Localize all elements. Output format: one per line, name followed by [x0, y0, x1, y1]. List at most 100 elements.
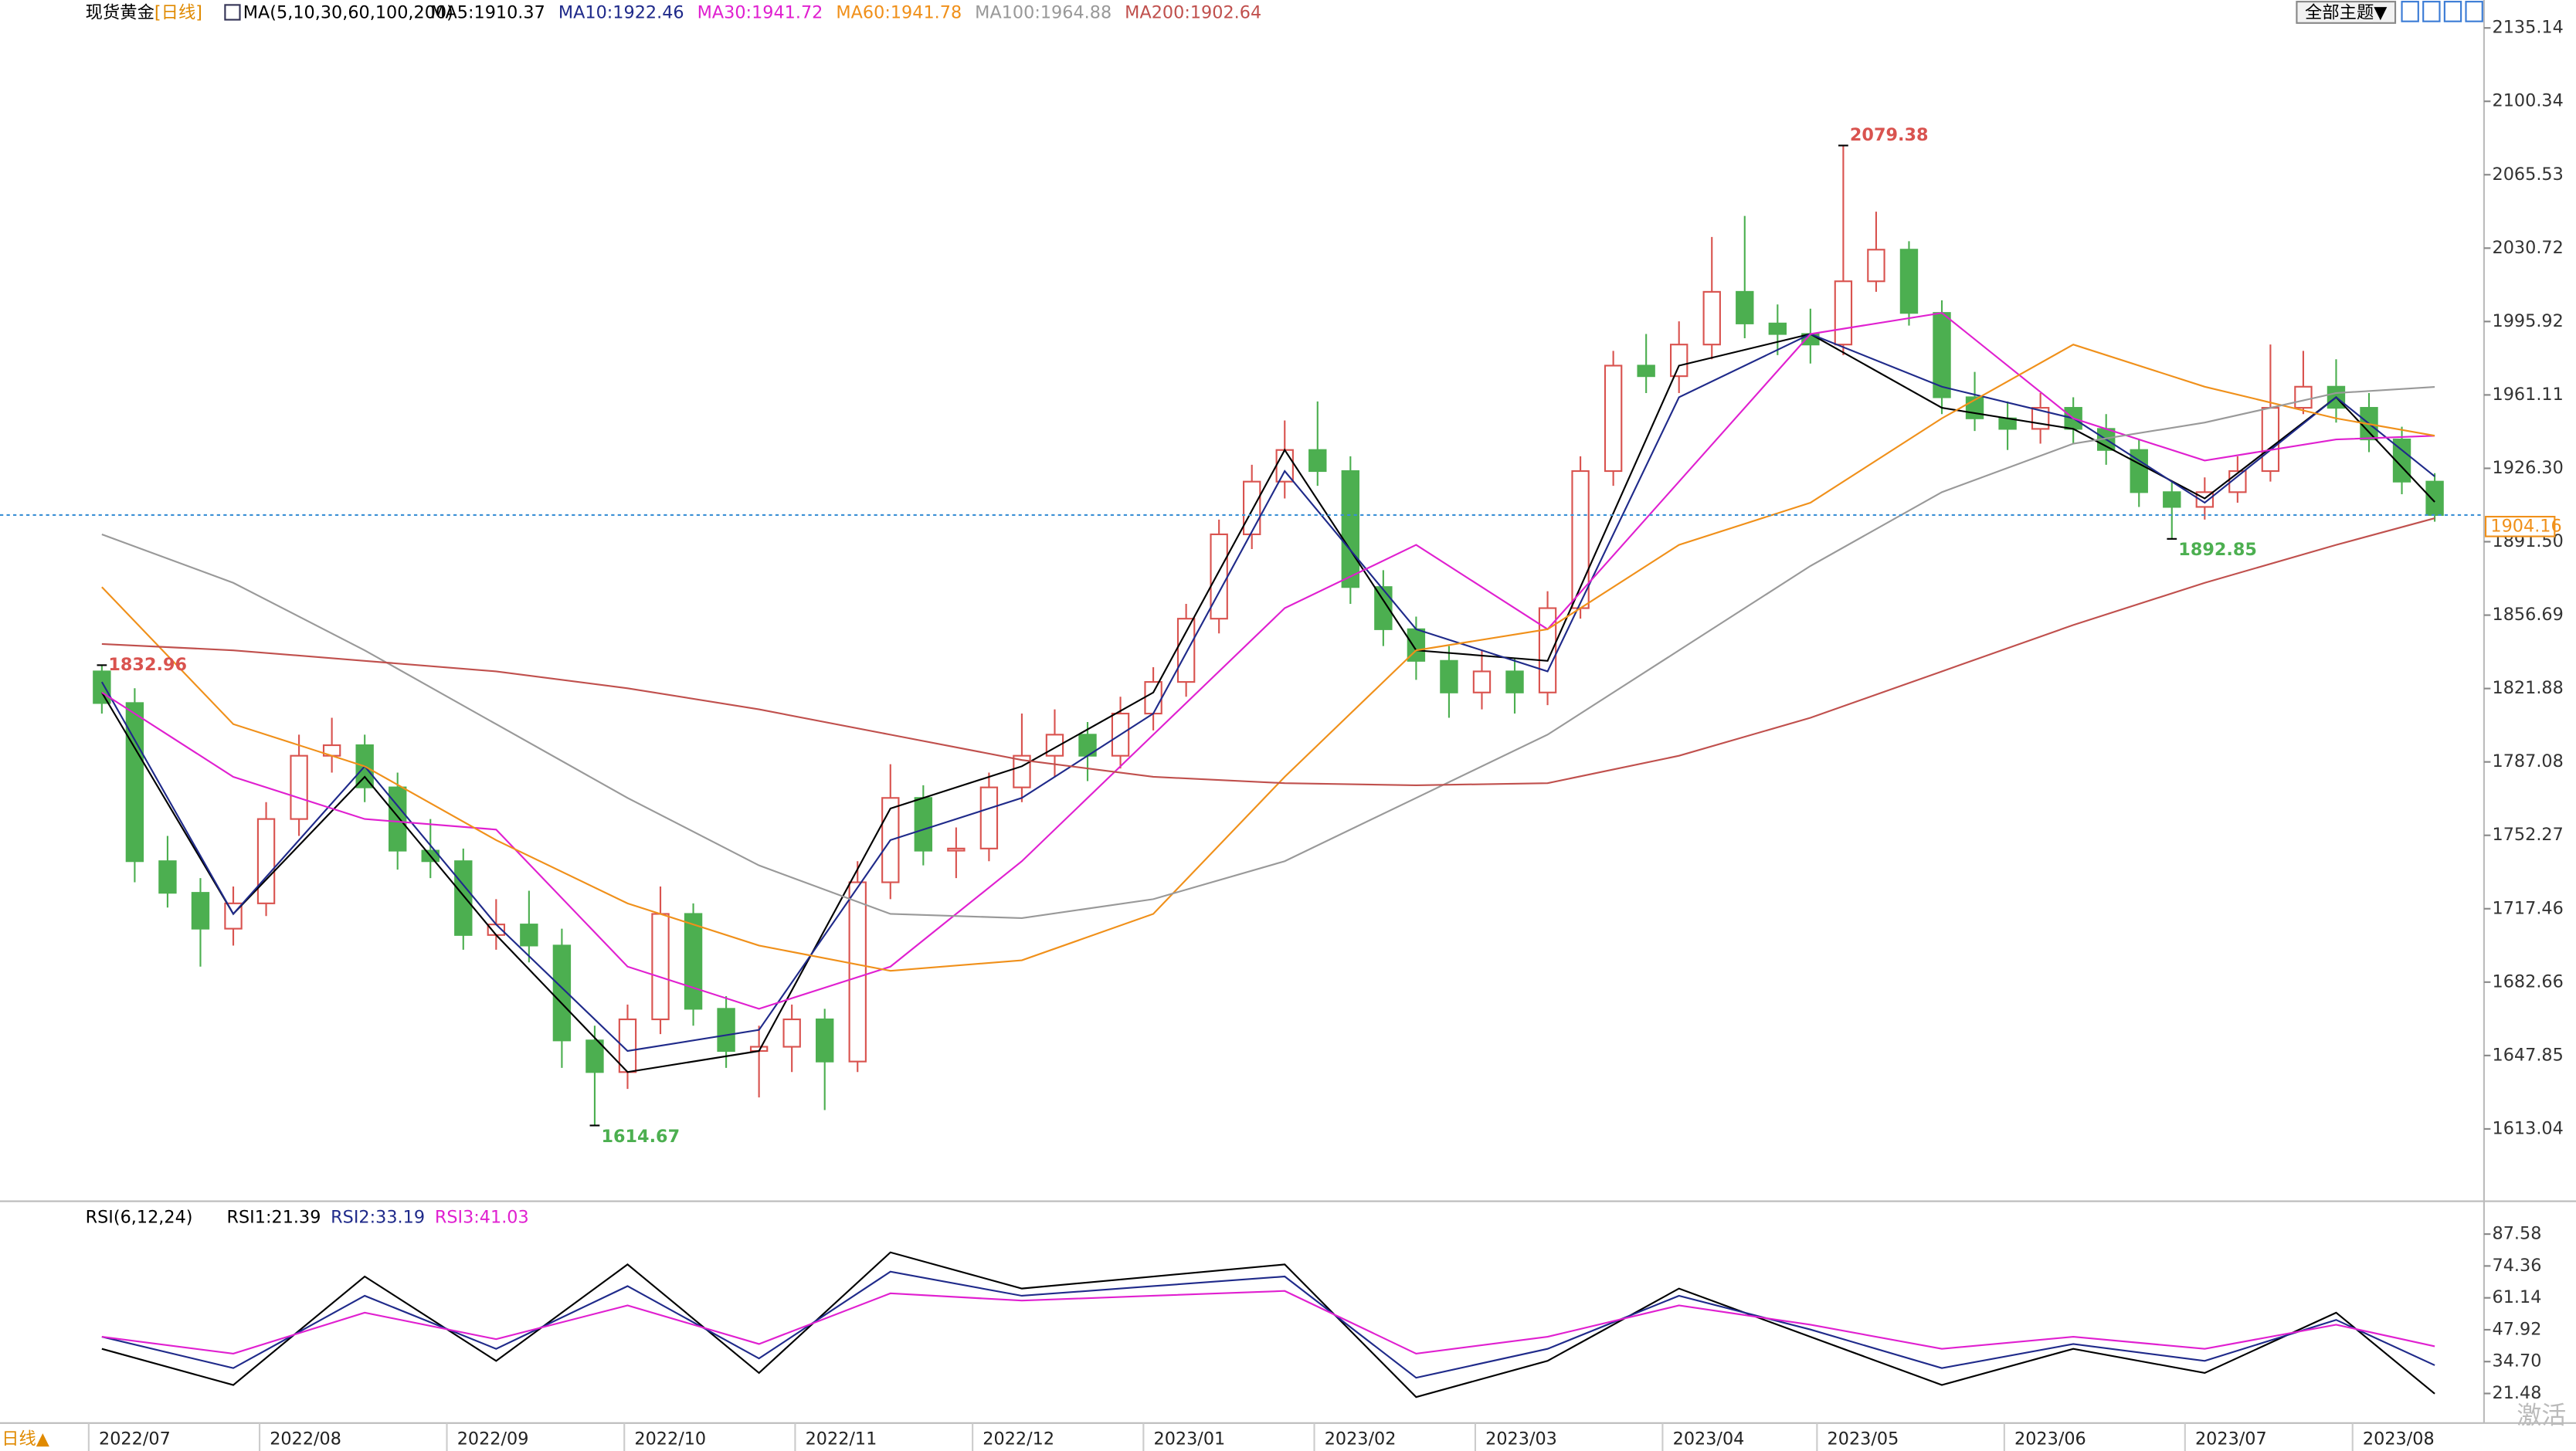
candle-body: [1736, 290, 1754, 324]
candle-body: [454, 860, 473, 936]
candle-body: [1144, 681, 1162, 715]
candle-body: [1637, 364, 1655, 378]
candle-body: [1440, 659, 1458, 693]
candle-body: [782, 1018, 801, 1048]
legend-entry: RSI3:41.03: [435, 1207, 529, 1227]
y-tick-label: 2030.72: [2493, 238, 2564, 258]
y-tick-label: 1995.92: [2493, 311, 2564, 331]
legend-entry: MA60:1941.78: [836, 3, 962, 23]
candle-body: [2294, 385, 2313, 409]
y-tick-label: 2100.34: [2493, 91, 2564, 111]
x-tick-label: 2023/03: [1485, 1429, 1557, 1449]
candle-body: [585, 1039, 604, 1073]
candle-body: [389, 786, 407, 852]
layout-icon[interactable]: [2465, 1, 2483, 22]
candle-body: [1768, 322, 1787, 335]
y-tick-label: 1682.66: [2493, 971, 2564, 992]
y-tick-label: 34.70: [2493, 1351, 2542, 1371]
candle-body: [979, 786, 999, 849]
legend-entry: MA10:1922.46: [558, 3, 684, 23]
candle-body: [1176, 618, 1196, 683]
candle-body: [1867, 249, 1885, 283]
layout-icon[interactable]: [2401, 1, 2419, 22]
legend-entry: MA200:1902.64: [1125, 3, 1261, 23]
last-price-label: 1904.16: [2490, 516, 2561, 536]
layout-icon[interactable]: [2422, 1, 2441, 22]
y-tick-label: 1752.27: [2493, 825, 2564, 845]
x-tick-label: 2023/08: [2363, 1429, 2435, 1449]
candle-body: [158, 860, 177, 894]
y-tick-label: 1926.30: [2493, 458, 2564, 478]
indicator-line: [101, 1290, 2435, 1355]
candle-body: [717, 1008, 735, 1053]
candle-body: [2261, 407, 2280, 473]
candle-body: [2425, 480, 2444, 516]
candle-body: [125, 702, 144, 863]
candle-body: [1670, 344, 1688, 378]
x-tick-label: 2023/07: [2195, 1429, 2267, 1449]
x-tick-label: 2022/09: [457, 1429, 529, 1449]
indicator-line: [101, 517, 2435, 786]
theme-button-box[interactable]: [2296, 1, 2397, 24]
candle-body: [191, 892, 210, 930]
candle-body: [552, 944, 572, 1042]
candle-body: [684, 913, 703, 1010]
y-tick-label: 61.14: [2493, 1287, 2542, 1307]
candle-body: [1374, 586, 1393, 630]
candle-body: [1899, 249, 1919, 314]
candle-body: [816, 1018, 834, 1063]
candle-body: [1702, 290, 1721, 346]
x-tick-label: 2023/04: [1673, 1429, 1745, 1449]
x-tick-label: 2022/11: [806, 1429, 877, 1449]
y-tick-label: 1717.46: [2493, 898, 2564, 918]
indicator-name: MA(5,10,30,60,100,200): [243, 3, 453, 23]
x-tick-label: 2022/10: [634, 1429, 706, 1449]
high-annotation: 2079.38: [1850, 125, 1929, 145]
last-price-box: [2484, 515, 2556, 537]
indicator-line: [100, 333, 2435, 1073]
y-tick-label: 74.36: [2493, 1256, 2542, 1276]
y-tick-label: 87.58: [2493, 1224, 2542, 1244]
x-tick-label: 2023/02: [1325, 1429, 1397, 1449]
indicator-icon[interactable]: [224, 4, 241, 21]
candle-body: [2130, 449, 2148, 493]
period-tag: [日线]: [154, 3, 202, 23]
candle-body: [848, 881, 867, 1063]
theme-button[interactable]: 全部主题▼: [2305, 3, 2388, 23]
candle-body: [1604, 364, 1623, 473]
y-tick-label: 2065.53: [2493, 164, 2564, 185]
legend-entry: MA100:1964.88: [975, 3, 1112, 23]
y-tick-label: 1787.08: [2493, 751, 2564, 771]
instrument-title: 现货黄金: [86, 3, 154, 23]
candle-body: [947, 847, 966, 852]
legend-entry: RSI2:33.19: [331, 1207, 425, 1227]
candle-body: [651, 913, 670, 1021]
candle-body: [256, 818, 276, 904]
indicator-line: [101, 386, 2435, 920]
period-button[interactable]: 日线▲: [2, 1429, 50, 1449]
x-tick-label: 2022/07: [99, 1429, 171, 1449]
candle-body: [2163, 491, 2181, 508]
legend-entry: MA5:1910.37: [430, 3, 545, 23]
high-annotation: 1832.96: [108, 655, 187, 675]
candle-body: [914, 797, 933, 852]
x-tick-label: 2022/08: [270, 1429, 341, 1449]
indicator-line: [101, 344, 2435, 972]
candle-body: [1538, 607, 1557, 693]
candle-body: [1834, 280, 1853, 346]
candle-body: [1341, 470, 1360, 588]
y-tick-label: 2135.14: [2493, 18, 2564, 38]
indicator-line: [101, 1251, 2435, 1398]
layout-icon[interactable]: [2443, 1, 2462, 22]
x-tick-label: 2023/06: [2014, 1429, 2086, 1449]
x-tick-label: 2023/01: [1154, 1429, 1226, 1449]
y-tick-label: 47.92: [2493, 1319, 2542, 1339]
y-tick-label: 1647.85: [2493, 1045, 2564, 1065]
y-tick-label: 1961.11: [2493, 385, 2564, 405]
y-tick-label: 1856.69: [2493, 605, 2564, 625]
candle-body: [290, 754, 308, 820]
candle-body: [520, 924, 538, 947]
